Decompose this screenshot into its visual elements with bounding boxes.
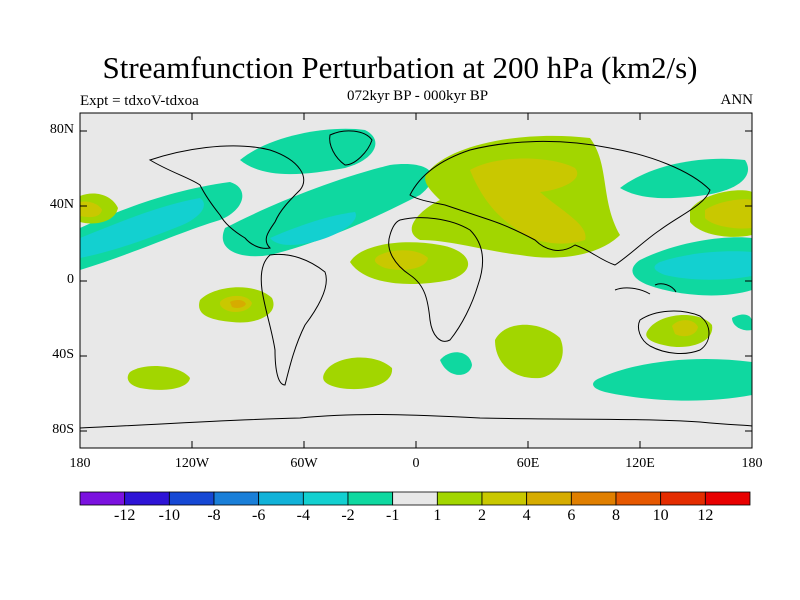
contour-fields	[80, 128, 752, 429]
colorbar-label: 12	[697, 507, 714, 524]
contour-pos2-north-pacific	[705, 199, 752, 229]
coast-australia	[637, 310, 710, 354]
y-tick-label: 80N	[49, 122, 74, 137]
contour-neg-atlantic-band	[222, 164, 433, 257]
colorbar-swatch	[481, 491, 528, 506]
colorbar-swatch	[79, 491, 126, 506]
coast-south-america	[260, 253, 327, 386]
x-tick-label: 120W	[174, 456, 210, 471]
plot-title: Streamfunction Perturbation at 200 hPa (…	[102, 50, 698, 85]
colorbar-label: -6	[251, 507, 266, 524]
colorbar-label: 4	[522, 507, 531, 524]
coast-antarctica	[80, 414, 752, 429]
colorbar	[79, 491, 751, 506]
y-tick-label: 40N	[49, 197, 74, 212]
season-label: ANN	[720, 92, 754, 108]
colorbar-label: -8	[207, 507, 221, 524]
colorbar-label: 1	[433, 507, 442, 524]
colorbar-label: -4	[296, 507, 310, 524]
colorbar-swatch	[704, 491, 751, 506]
x-tick-label: 120E	[625, 456, 655, 471]
colorbar-swatch	[347, 491, 394, 506]
contour-pos-south-pacific-2	[127, 366, 190, 390]
colorbar-swatch	[570, 491, 617, 506]
colorbar-swatch	[615, 491, 662, 506]
colorbar-label: 10	[652, 507, 669, 524]
colorbar-swatch	[302, 491, 349, 506]
contour-neg-siberia	[620, 158, 749, 199]
contour-pos-south-atlantic	[323, 357, 393, 390]
colorbar-swatch	[526, 491, 572, 506]
experiment-label: Expt = tdxoV-tdxoa	[80, 93, 199, 109]
colorbar-swatch	[124, 491, 170, 506]
colorbar-label: 6	[567, 507, 576, 524]
colorbar-label: -2	[341, 507, 355, 524]
contour-pos3-south-pacific	[230, 299, 246, 308]
y-tick-label: 0	[67, 272, 74, 287]
colorbar-swatch	[660, 491, 706, 506]
colorbar-swatch	[392, 491, 438, 506]
x-tick-label: 60W	[290, 456, 318, 471]
colorbar-label: -1	[385, 507, 400, 524]
y-tick-label: 80S	[52, 422, 74, 437]
coast-north-america	[148, 145, 305, 249]
contour-pos2-australia	[672, 320, 698, 337]
axis-ticks	[80, 113, 752, 448]
contour-pos2-north-africa	[374, 250, 428, 270]
coast-indonesia	[614, 283, 677, 295]
colorbar-swatch	[258, 491, 304, 506]
coast-eurasia	[409, 140, 711, 266]
coastlines	[80, 130, 752, 429]
y-tick-label: 40S	[52, 347, 74, 362]
contour-pos2-atlantic-edge	[80, 201, 102, 218]
plot-subtitle: 072kyr BP - 000kyr BP	[346, 88, 489, 104]
colorbar-swatch	[213, 491, 260, 506]
x-tick-label: 180	[741, 456, 763, 471]
coast-africa	[388, 217, 483, 342]
colorbar-label: -10	[158, 507, 180, 524]
contour-neg-south-atlantic	[440, 352, 472, 375]
contour-neg-east-pacific-small	[732, 314, 752, 331]
colorbar-swatch	[436, 491, 483, 506]
x-tick-label: 0	[412, 456, 420, 471]
contour-neg2-pacific	[80, 198, 204, 258]
contour-pos-indian-ocean	[495, 324, 563, 379]
contour-pos2-eurasia	[470, 158, 586, 244]
x-tick-label: 180	[69, 456, 91, 471]
colorbar-label: -12	[113, 507, 136, 524]
coast-greenland	[329, 130, 373, 166]
contour-neg-south-indian	[593, 358, 752, 401]
colorbar-label: 2	[478, 507, 486, 524]
x-tick-label: 60E	[516, 456, 540, 471]
contour-neg2-atlantic	[270, 212, 356, 245]
contour-neg2-west-pacific	[654, 251, 752, 280]
colorbar-swatch	[168, 491, 215, 506]
colorbar-label: 8	[612, 507, 620, 524]
